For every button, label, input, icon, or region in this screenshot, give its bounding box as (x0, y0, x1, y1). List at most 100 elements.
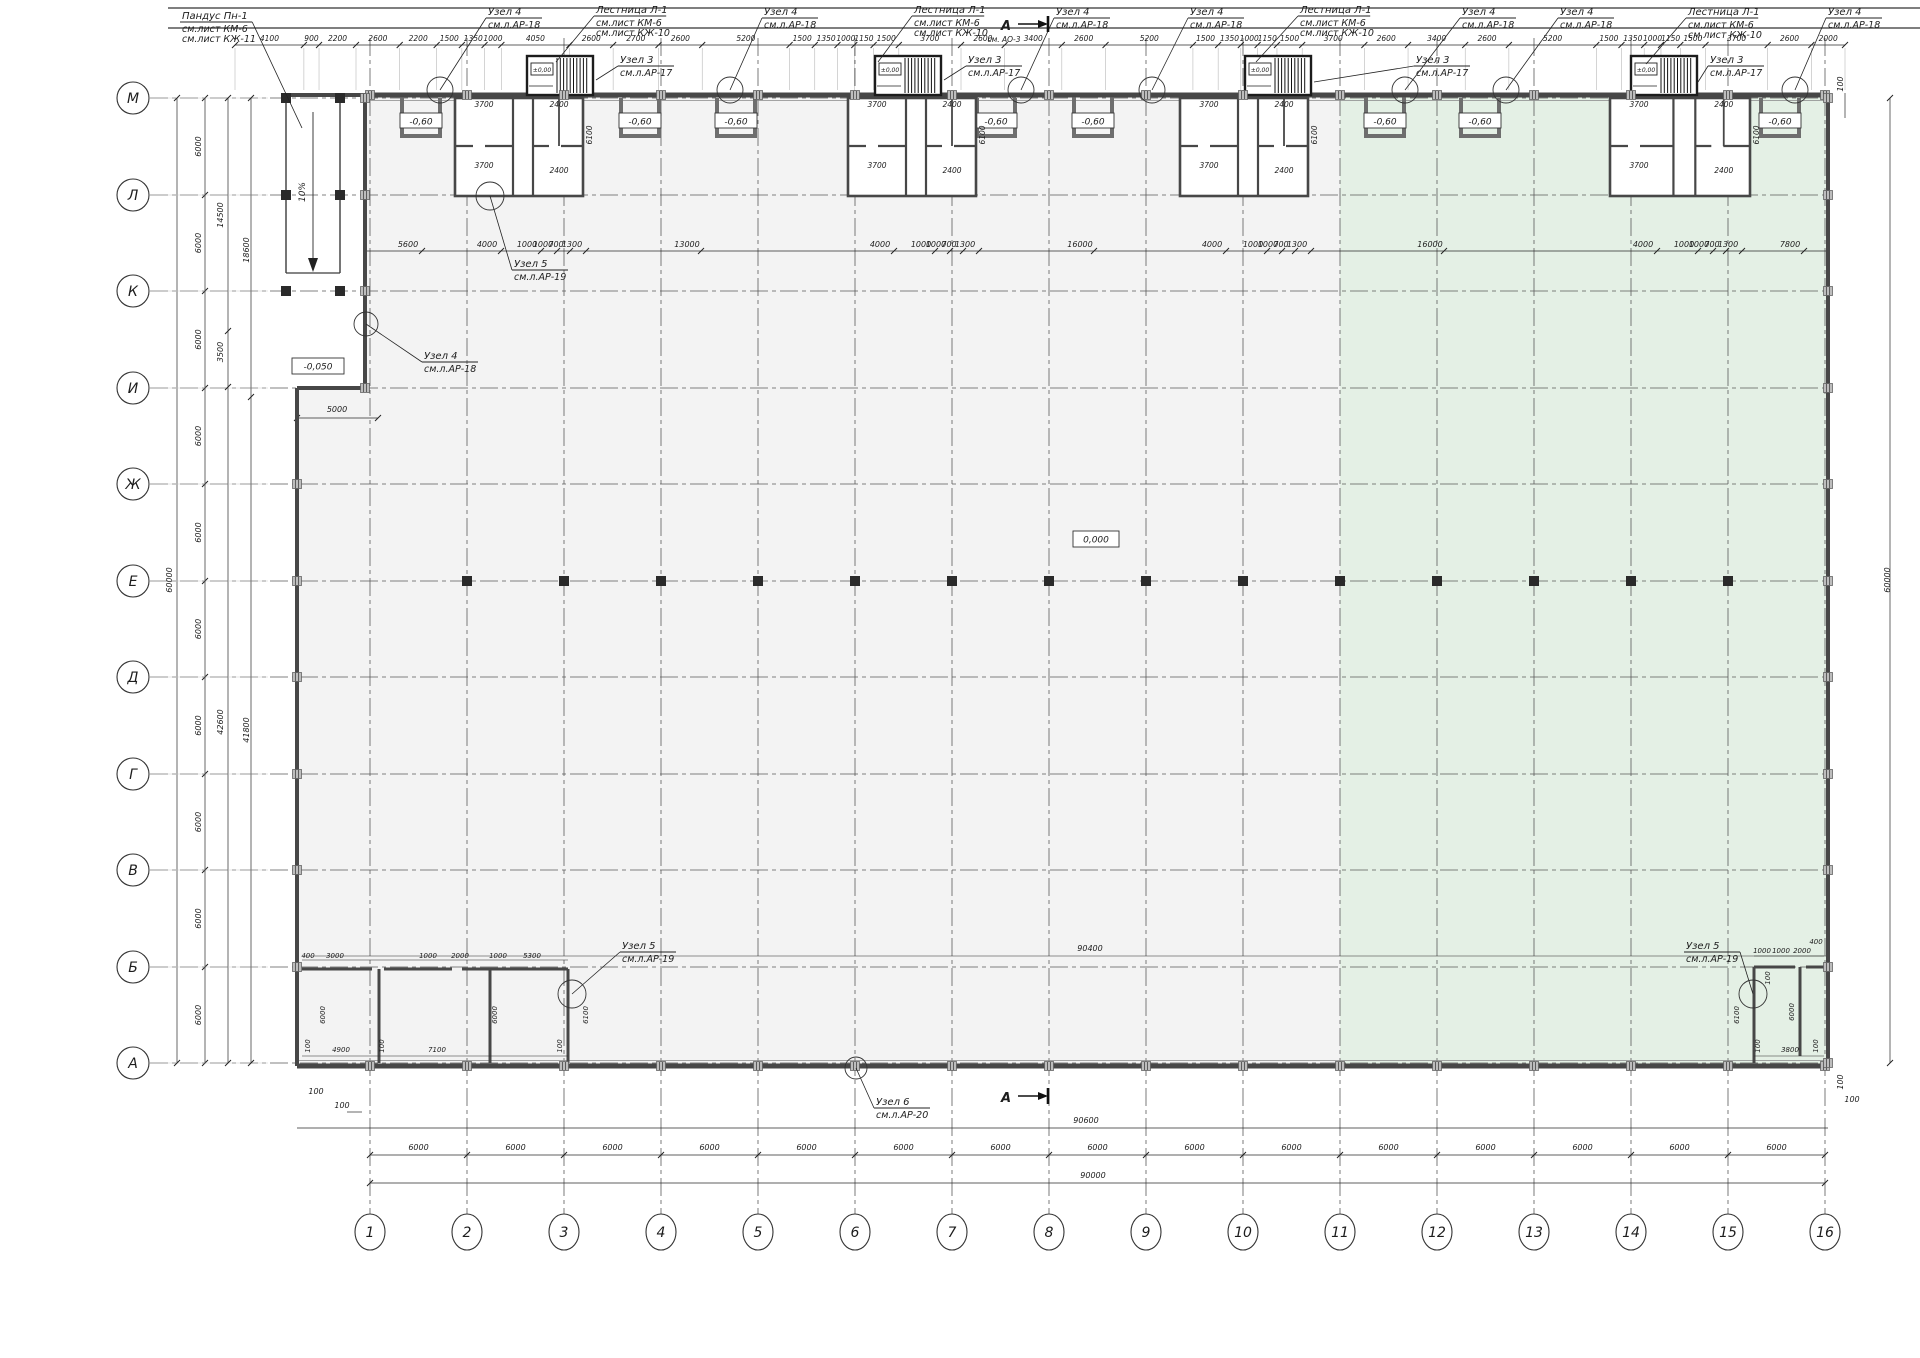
svg-text:Узел 5: Узел 5 (514, 259, 548, 270)
svg-text:2600: 2600 (1074, 34, 1093, 43)
service-block: 3700 2400 3700 2400 6100 (1178, 96, 1319, 198)
svg-text:1350: 1350 (817, 34, 836, 43)
wall-column (1823, 865, 1833, 875)
svg-text:6000: 6000 (1475, 1143, 1495, 1152)
col-axis-bubble-7: 7 (936, 1213, 968, 1251)
svg-text:2: 2 (463, 1225, 472, 1241)
svg-text:4000: 4000 (477, 240, 497, 249)
svg-text:±0,00: ±0,00 (533, 67, 552, 74)
svg-text:100: 100 (1836, 76, 1845, 91)
svg-text:1150: 1150 (854, 34, 873, 43)
svg-text:2400: 2400 (1714, 166, 1733, 175)
svg-text:6000: 6000 (1572, 1143, 1592, 1152)
svg-text:6000: 6000 (194, 1005, 203, 1025)
wall-column (360, 286, 370, 296)
svg-text:2000: 2000 (1819, 34, 1838, 43)
svg-text:±0,00: ±0,00 (1637, 67, 1656, 74)
svg-text:Лестница Л-1: Лестница Л-1 (1687, 7, 1760, 18)
svg-text:Л: Л (127, 188, 139, 204)
svg-text:13000: 13000 (674, 240, 699, 249)
wall-column (1044, 1061, 1054, 1071)
dock-recess: -0,60 (1363, 98, 1407, 138)
svg-text:6000: 6000 (194, 619, 203, 639)
svg-text:3700: 3700 (474, 100, 493, 109)
svg-text:6000: 6000 (1766, 1143, 1786, 1152)
svg-text:6000: 6000 (491, 1006, 499, 1024)
svg-text:6000: 6000 (990, 1143, 1010, 1152)
svg-text:2400: 2400 (1274, 166, 1293, 175)
stair-unit: ±0,00 (1243, 54, 1313, 97)
svg-text:14500: 14500 (216, 202, 225, 227)
svg-text:±0,00: ±0,00 (881, 67, 900, 74)
svg-text:3700: 3700 (1324, 34, 1343, 43)
wall-column (1823, 672, 1833, 682)
row-axis-bubble-Г: Г (116, 757, 150, 791)
svg-text:1350: 1350 (1220, 34, 1239, 43)
callout-uzel4-2: Узел 4 см.л.АР-18 (716, 7, 818, 104)
callout-uzel4-4: Узел 4 см.л.АР-18 (1138, 7, 1244, 104)
right-dimension-lines: 100 60000 100 100 (1836, 76, 1894, 1104)
svg-text:1500: 1500 (1280, 34, 1299, 43)
interior-column (850, 576, 860, 586)
svg-text:Узел 4: Узел 4 (1190, 7, 1224, 18)
col-axis-bubble-11: 11 (1324, 1213, 1356, 1251)
svg-text:4050: 4050 (526, 34, 545, 43)
svg-text:6000: 6000 (194, 329, 203, 349)
svg-text:3700: 3700 (1199, 100, 1218, 109)
svg-text:700: 700 (941, 240, 956, 249)
svg-text:3700: 3700 (474, 161, 493, 170)
svg-text:1000: 1000 (483, 34, 502, 43)
svg-text:6100: 6100 (1733, 1006, 1741, 1024)
row-axis-bubble-К: К (116, 274, 150, 308)
svg-text:6000: 6000 (1184, 1143, 1204, 1152)
svg-text:4000: 4000 (870, 240, 890, 249)
wall-column (292, 769, 302, 779)
svg-text:6000: 6000 (1281, 1143, 1301, 1152)
svg-text:6000: 6000 (194, 136, 203, 156)
svg-text:5200: 5200 (1140, 34, 1159, 43)
interior-column (656, 576, 666, 586)
svg-text:3700: 3700 (867, 100, 886, 109)
svg-text:90400: 90400 (1077, 944, 1102, 953)
svg-text:2600: 2600 (368, 34, 387, 43)
svg-text:см. АО-3: см. АО-3 (987, 35, 1020, 44)
col-axis-bubble-10: 10 (1227, 1213, 1259, 1251)
svg-text:см.л.АР-18: см.л.АР-18 (1190, 20, 1242, 31)
wall-column (559, 90, 569, 100)
svg-text:см.лист КЖ-10: см.лист КЖ-10 (1300, 28, 1374, 39)
wall-column (292, 672, 302, 682)
svg-text:см.л.АР-17: см.л.АР-17 (620, 68, 672, 79)
col-axis-bubble-1: 1 (354, 1213, 386, 1251)
svg-text:см.л.АР-17: см.л.АР-17 (968, 68, 1020, 79)
col-axis-bubble-6: 6 (839, 1213, 871, 1251)
wall-column (1238, 1061, 1248, 1071)
svg-text:2400: 2400 (1274, 100, 1293, 109)
wall-column (947, 90, 957, 100)
svg-text:Лестница Л-1: Лестница Л-1 (913, 5, 986, 16)
svg-text:Узел 6: Узел 6 (876, 1097, 910, 1108)
col-axis-bubble-12: 12 (1421, 1213, 1453, 1251)
interior-column (1626, 576, 1636, 586)
col-axis-bubble-3: 3 (548, 1213, 580, 1251)
svg-text:Узел 4: Узел 4 (488, 7, 522, 18)
stair-unit: ±0,00 (525, 54, 595, 97)
wall-column (1432, 1061, 1442, 1071)
building-walls (295, 92, 1830, 1069)
svg-text:Узел 3: Узел 3 (968, 55, 1002, 66)
svg-text:1300: 1300 (562, 240, 582, 249)
svg-text:14: 14 (1622, 1225, 1640, 1241)
interior-column (462, 576, 472, 586)
svg-text:90000: 90000 (1080, 1171, 1105, 1180)
svg-text:4900: 4900 (332, 1046, 350, 1054)
interior-column (947, 576, 957, 586)
wall-column (1432, 90, 1442, 100)
bottom-dimension-lines: 90600 6000 6000 6000 6000 6000 6000 6000 6000 600… (297, 944, 1829, 1187)
svg-text:см.лист КМ-6: см.лист КМ-6 (596, 18, 662, 29)
wall-column (360, 190, 370, 200)
svg-text:60000: 60000 (1883, 567, 1892, 592)
service-block: 3700 2400 3700 2400 6100 (846, 96, 987, 198)
sheet-frame (168, 7, 1920, 29)
row-axis-bubble-Е: Е (116, 564, 150, 598)
svg-text:3: 3 (560, 1225, 569, 1241)
